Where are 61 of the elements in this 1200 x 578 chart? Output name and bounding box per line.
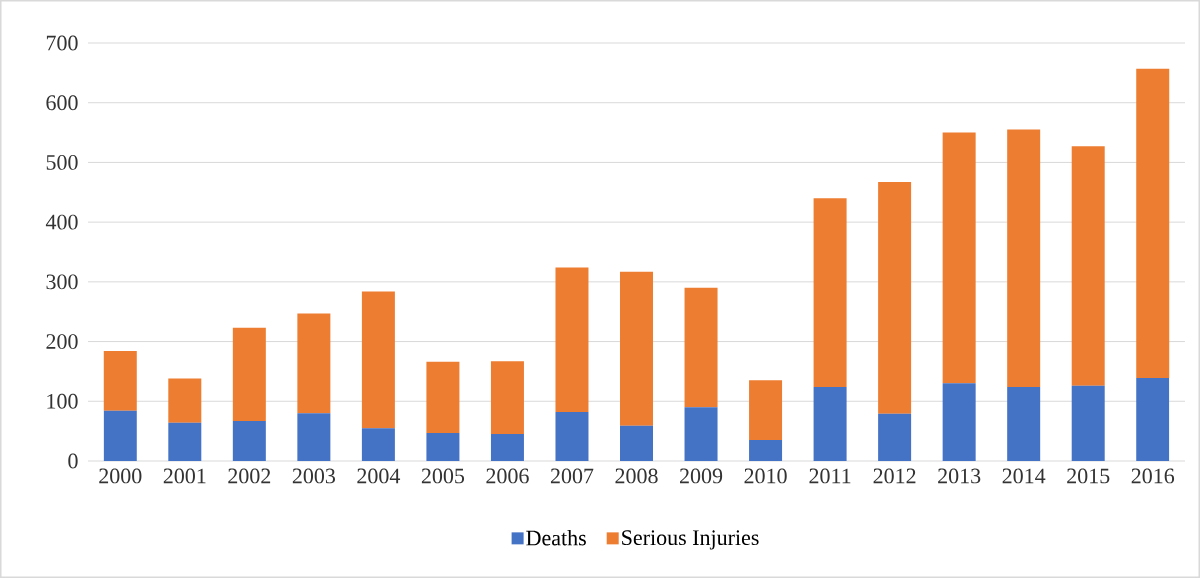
x-tick-label: 2016: [1131, 468, 1175, 484]
bar: [426, 432, 460, 461]
x-tick-label: 2015: [1067, 468, 1110, 484]
y-tick-label: 300: [46, 274, 78, 290]
bar: [684, 287, 718, 408]
x-tick-label: 2005: [421, 468, 465, 484]
bar: [232, 420, 266, 461]
x-tick-label: 2009: [680, 468, 723, 484]
bar: [878, 413, 912, 461]
bar: [878, 182, 912, 414]
bar: [749, 380, 783, 441]
bar: [426, 361, 460, 433]
y-tick-label: 600: [46, 95, 78, 111]
bar: [942, 132, 976, 384]
bar: [103, 410, 137, 461]
bar: [361, 428, 395, 461]
x-tick-label: 2002: [228, 468, 271, 484]
bar: [942, 383, 976, 461]
x-tick-label: 2006: [486, 468, 529, 484]
bar: [684, 407, 718, 461]
y-tick-label: 500: [46, 155, 78, 170]
x-tick-label: 2003: [292, 468, 336, 484]
x-tick-label: 2007: [550, 468, 594, 484]
bar: [490, 434, 524, 461]
y-tick-label: 700: [46, 35, 78, 51]
x-tick-label: 2013: [938, 468, 981, 484]
x-tick-label: 2004: [357, 468, 401, 484]
legend-label: Deaths: [526, 529, 586, 546]
bar: [1007, 386, 1041, 461]
y-tick-label: 0: [68, 453, 78, 469]
bar: [297, 413, 331, 461]
bar: [813, 198, 847, 387]
bar: [620, 425, 654, 461]
x-tick-label: 2008: [615, 468, 658, 484]
x-tick-label: 2010: [744, 468, 787, 484]
bar: [490, 361, 524, 435]
bar: [1136, 68, 1170, 378]
bar: [103, 351, 137, 411]
bar: [1136, 377, 1170, 461]
y-tick-label: 100: [47, 393, 78, 409]
x-tick-label: 2000: [99, 468, 142, 484]
x-tick-label: 2014: [1002, 468, 1046, 484]
bar: [1007, 129, 1041, 387]
bar: [555, 412, 589, 461]
bar: [813, 386, 847, 461]
y-tick-label: 200: [46, 334, 78, 349]
bar: [620, 271, 654, 426]
x-tick-label: 2012: [873, 468, 916, 484]
bar: [1071, 385, 1105, 461]
bar: [168, 422, 202, 461]
bar: [297, 313, 331, 414]
x-tick-label: 2011: [809, 468, 851, 484]
bar: [168, 378, 202, 423]
bar: [749, 440, 783, 461]
legend-label: Serious Injuries: [622, 530, 759, 550]
x-tick-label: 2001: [163, 468, 206, 484]
bar: [361, 291, 395, 429]
y-tick-label: 400: [45, 214, 78, 230]
bar: [1071, 146, 1105, 386]
bar: [232, 327, 266, 421]
bar: [555, 267, 589, 413]
